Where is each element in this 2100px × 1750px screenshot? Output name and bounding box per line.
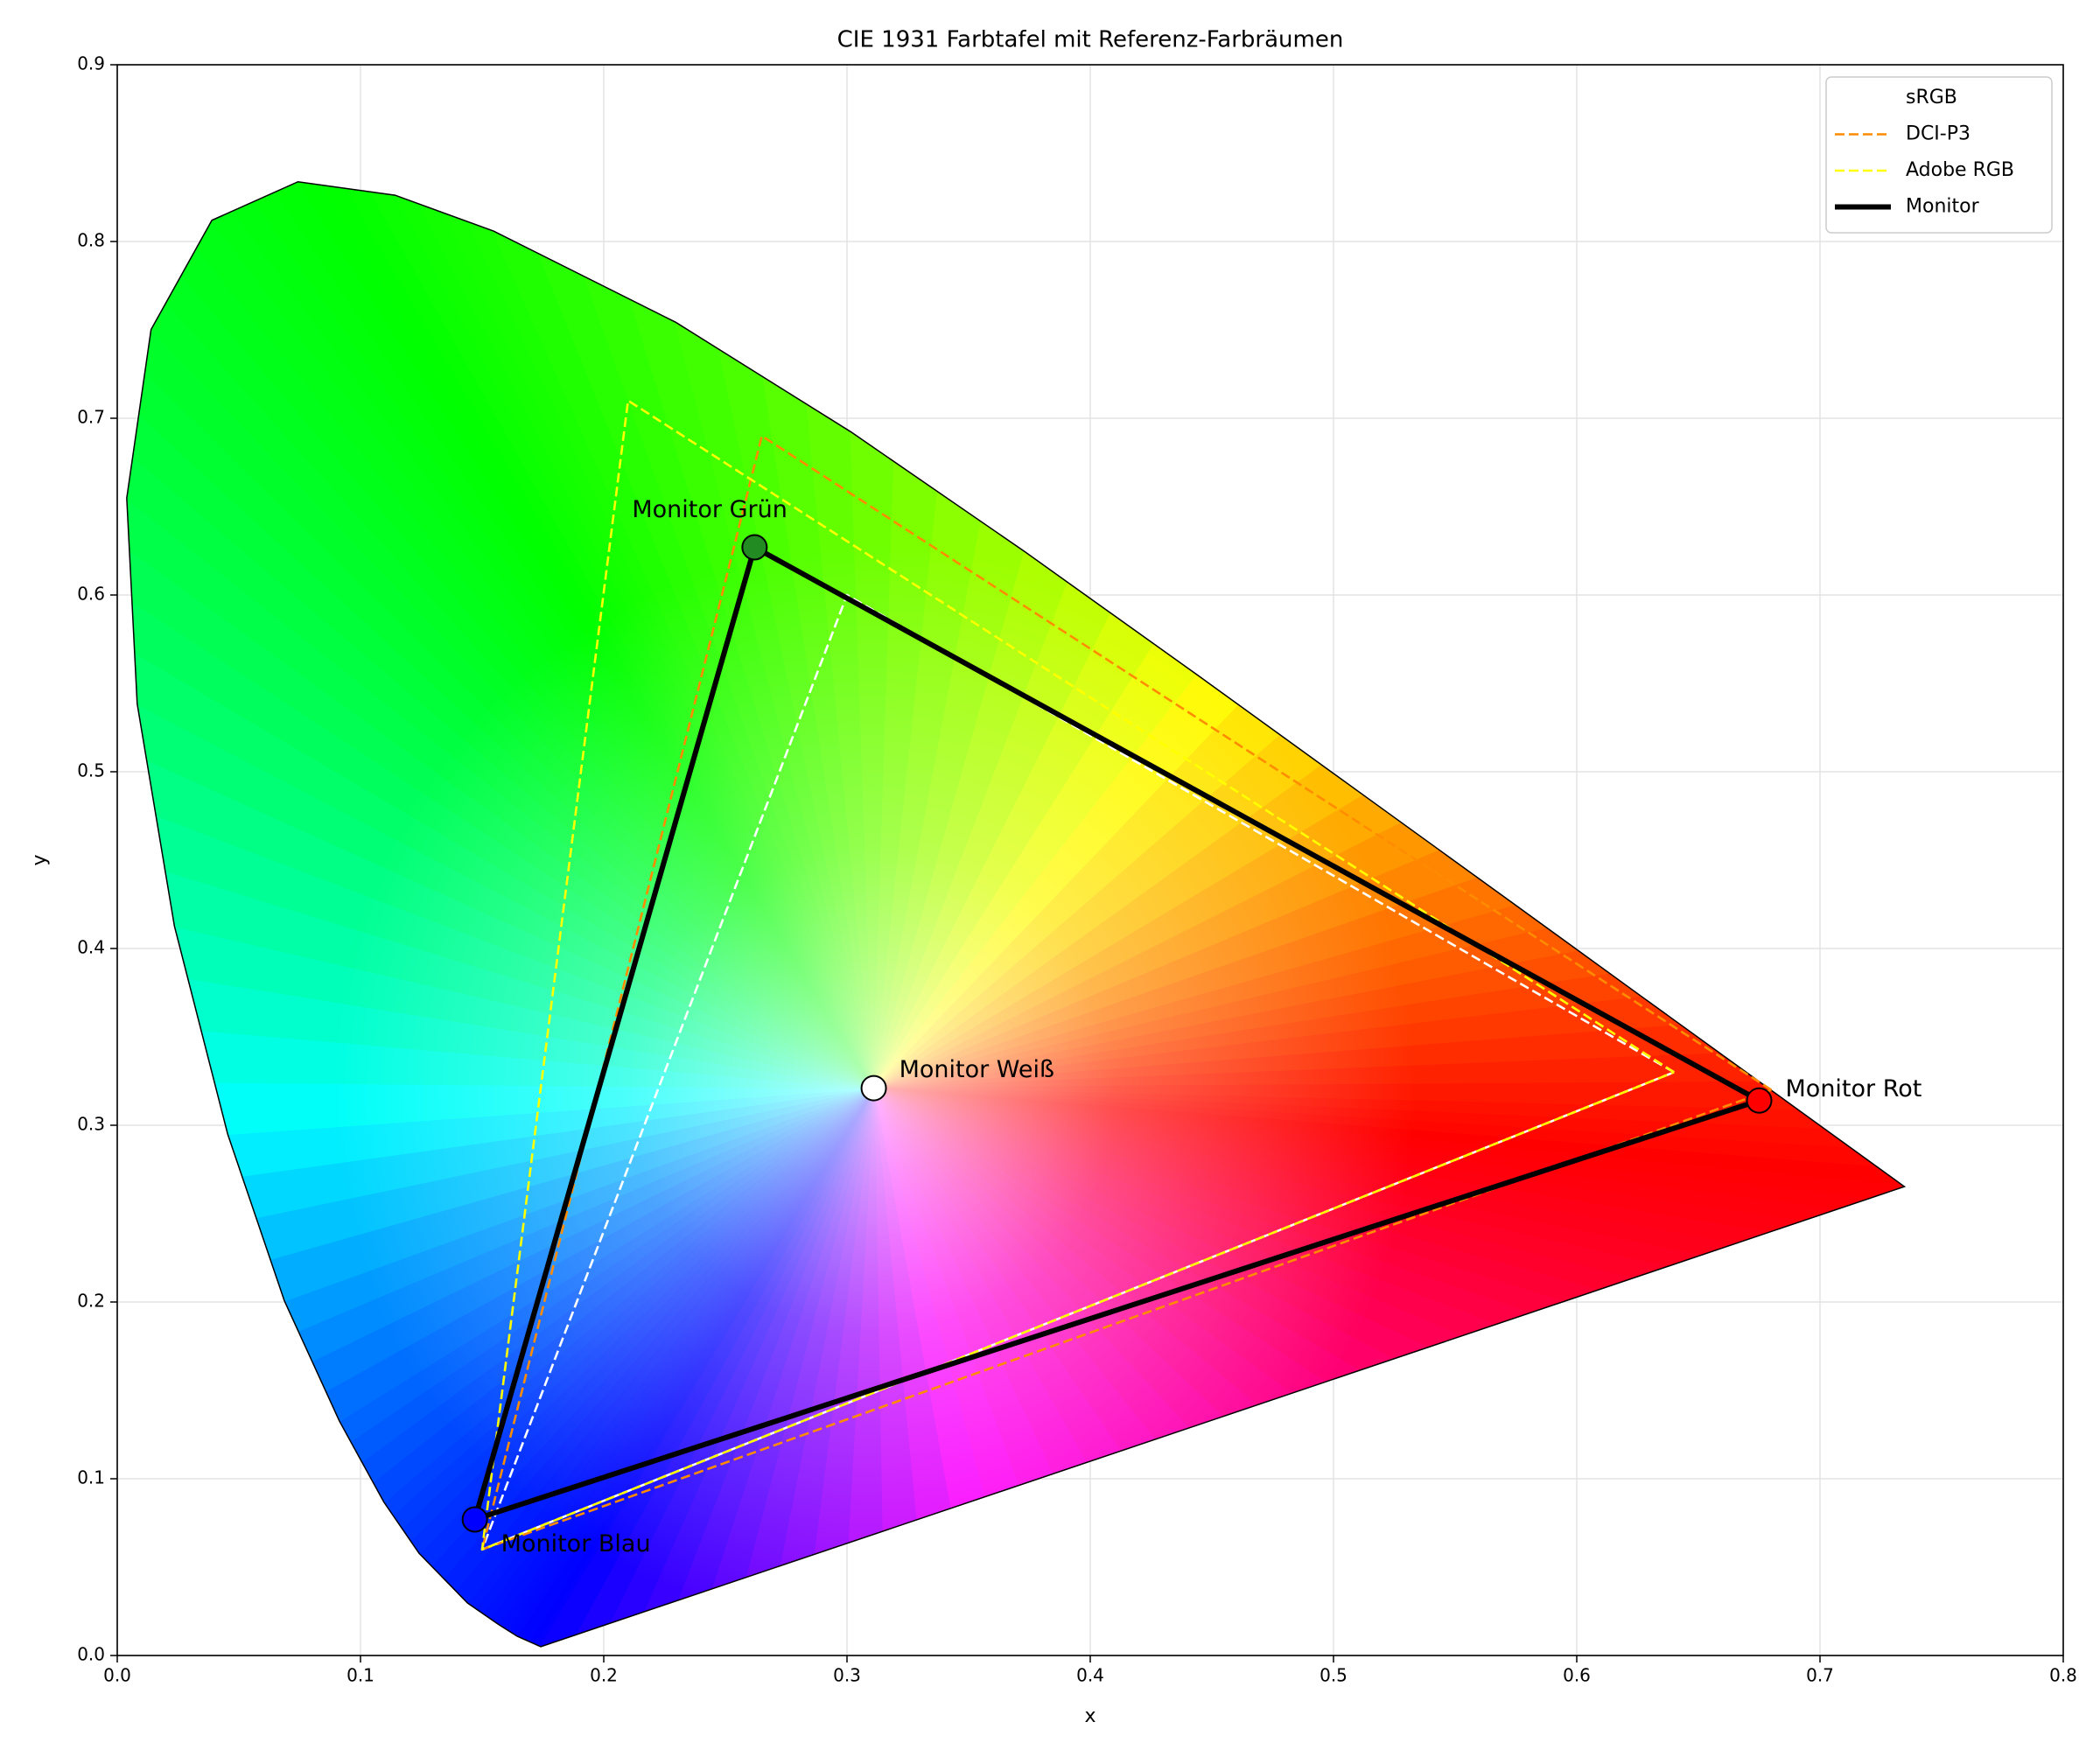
plot-area: Monitor Rot Monitor Grün Monitor Blau Monit… <box>126 180 1922 1648</box>
x-axis-label: x <box>1084 1705 1096 1727</box>
y-tick-label: 0.1 <box>77 1467 105 1488</box>
point-marker <box>461 1506 488 1533</box>
x-tick-label: 0.6 <box>1563 1665 1591 1686</box>
x-tick-label: 0.4 <box>1076 1665 1104 1686</box>
gamut-line <box>480 399 1675 1551</box>
x-tick-label: 0.8 <box>2049 1665 2077 1686</box>
chart-title: CIE 1931 Farbtafel mit Referenz-Farbräum… <box>837 27 1344 53</box>
y-tick-label: 0.3 <box>77 1114 105 1135</box>
x-tick-label: 0.5 <box>1320 1665 1348 1686</box>
y-tick-label: 0.4 <box>77 937 105 958</box>
y-tick-label: 0.8 <box>77 230 105 251</box>
x-tick-label: 0.1 <box>346 1665 374 1686</box>
y-axis-label: y <box>29 854 51 865</box>
point-label: Monitor Grün <box>632 496 787 523</box>
x-tick-label: 0.2 <box>590 1665 618 1686</box>
gamut-line <box>472 544 1760 1522</box>
point-marker <box>1746 1087 1773 1114</box>
legend-box <box>1825 76 2053 234</box>
x-tick-label: 0.0 <box>103 1665 131 1686</box>
legend-label: sRGB <box>1906 87 1957 108</box>
legend: sRGB DCI-P3 Adobe RGB Monitor <box>1825 76 2053 234</box>
spectral-locus <box>126 180 1907 1648</box>
y-tick-label: 0.6 <box>77 584 105 605</box>
y-tick-label: 0.2 <box>77 1291 105 1312</box>
point-label: Monitor Weiß <box>900 1056 1054 1083</box>
y-tick-label: 0.9 <box>77 53 105 74</box>
x-tick-label: 0.7 <box>1806 1665 1834 1686</box>
point-marker <box>860 1074 887 1102</box>
legend-label: DCI-P3 <box>1906 123 1970 145</box>
y-tick-label: 0.0 <box>77 1644 105 1665</box>
y-tick-label: 0.7 <box>77 407 105 428</box>
legend-label: Adobe RGB <box>1906 159 2014 181</box>
x-tick-label: 0.3 <box>833 1665 861 1686</box>
point-label: Monitor Rot <box>1786 1075 1922 1102</box>
legend-label: Monitor <box>1906 196 1980 218</box>
point-marker <box>741 534 768 561</box>
point-label: Monitor Blau <box>501 1530 651 1558</box>
y-tick-label: 0.5 <box>77 760 105 781</box>
